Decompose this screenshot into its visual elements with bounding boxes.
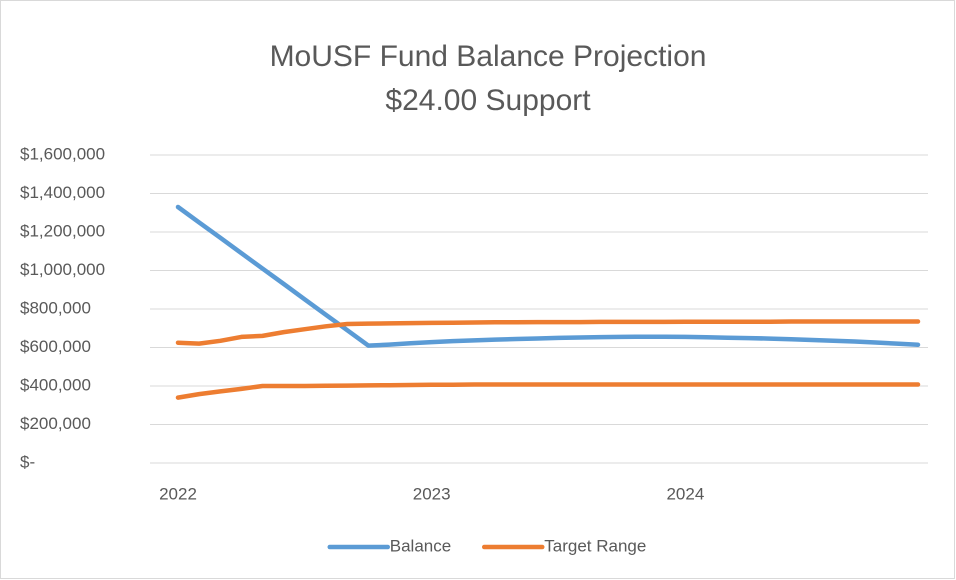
y-tick-label: $- <box>20 452 35 471</box>
y-tick-label: $400,000 <box>20 375 91 394</box>
y-tick-label: $1,200,000 <box>20 221 105 240</box>
y-tick-label: $1,600,000 <box>20 144 105 163</box>
legend-label: Target Range <box>544 536 646 555</box>
y-tick-label: $800,000 <box>20 298 91 317</box>
legend-label: Balance <box>390 536 451 555</box>
x-tick-label: 2023 <box>413 484 451 503</box>
line <box>175 319 921 346</box>
y-tick-label: $200,000 <box>20 414 91 433</box>
chart-title: MoUSF Fund Balance Projection <box>270 40 707 73</box>
chart-subtitle: $24.00 Support <box>385 84 591 117</box>
x-tick-label: 2024 <box>666 484 704 503</box>
y-tick-label: $1,000,000 <box>20 260 105 279</box>
x-tick-label: 2022 <box>159 484 197 503</box>
line <box>175 204 921 348</box>
y-tick-label: $600,000 <box>20 337 91 356</box>
line <box>175 382 921 400</box>
y-tick-label: $1,400,000 <box>20 183 105 202</box>
